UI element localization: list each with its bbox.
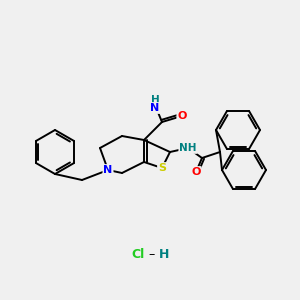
Text: N: N (103, 165, 112, 175)
Text: O: O (191, 167, 201, 177)
Text: NH: NH (179, 143, 197, 153)
Text: H: H (159, 248, 169, 262)
Text: –: – (149, 248, 155, 262)
Text: H: H (151, 95, 159, 105)
Text: O: O (177, 111, 187, 121)
Text: S: S (158, 163, 166, 173)
Text: N: N (150, 103, 160, 113)
Text: Cl: Cl (131, 248, 145, 262)
